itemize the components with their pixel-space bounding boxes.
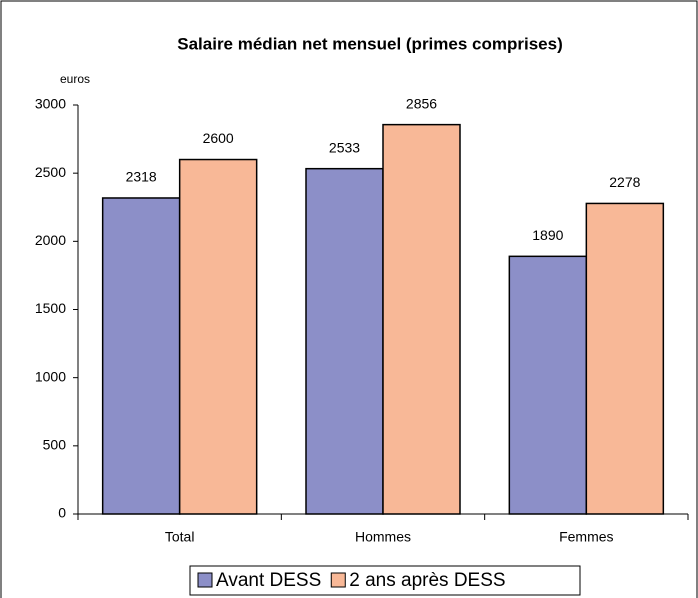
y-tick-label: 1500 (35, 300, 66, 316)
x-tick-label: Total (165, 529, 195, 545)
x-tick-label: Hommes (355, 529, 411, 545)
bar (382, 123, 461, 515)
bar (305, 167, 384, 515)
legend-swatch (197, 572, 213, 588)
y-tick-label: 2000 (35, 232, 66, 248)
value-label: 1890 (532, 227, 563, 243)
bar (508, 255, 588, 515)
y-tick-label: 1000 (35, 368, 66, 384)
bar (101, 197, 181, 515)
legend-label: Avant DESS (216, 570, 321, 591)
bar (178, 158, 258, 515)
value-label: 2318 (126, 169, 157, 185)
y-tick-label: 500 (43, 437, 67, 453)
y-tick-label: 0 (58, 505, 66, 521)
value-label: 2533 (329, 139, 360, 155)
value-label: 2856 (406, 95, 437, 111)
value-label: 2278 (609, 174, 640, 190)
bar (585, 202, 665, 515)
value-label: 2600 (203, 130, 234, 146)
x-tick-label: Femmes (559, 529, 613, 545)
chart-title: Salaire médian net mensuel (primes compr… (177, 34, 562, 53)
y-tick-label: 2500 (35, 164, 66, 180)
y-tick-label: 3000 (35, 96, 66, 112)
legend-label: 2 ans après DESS (349, 570, 505, 591)
y-axis-label: euros (60, 72, 90, 86)
legend (189, 565, 581, 596)
legend-swatch (330, 572, 346, 588)
